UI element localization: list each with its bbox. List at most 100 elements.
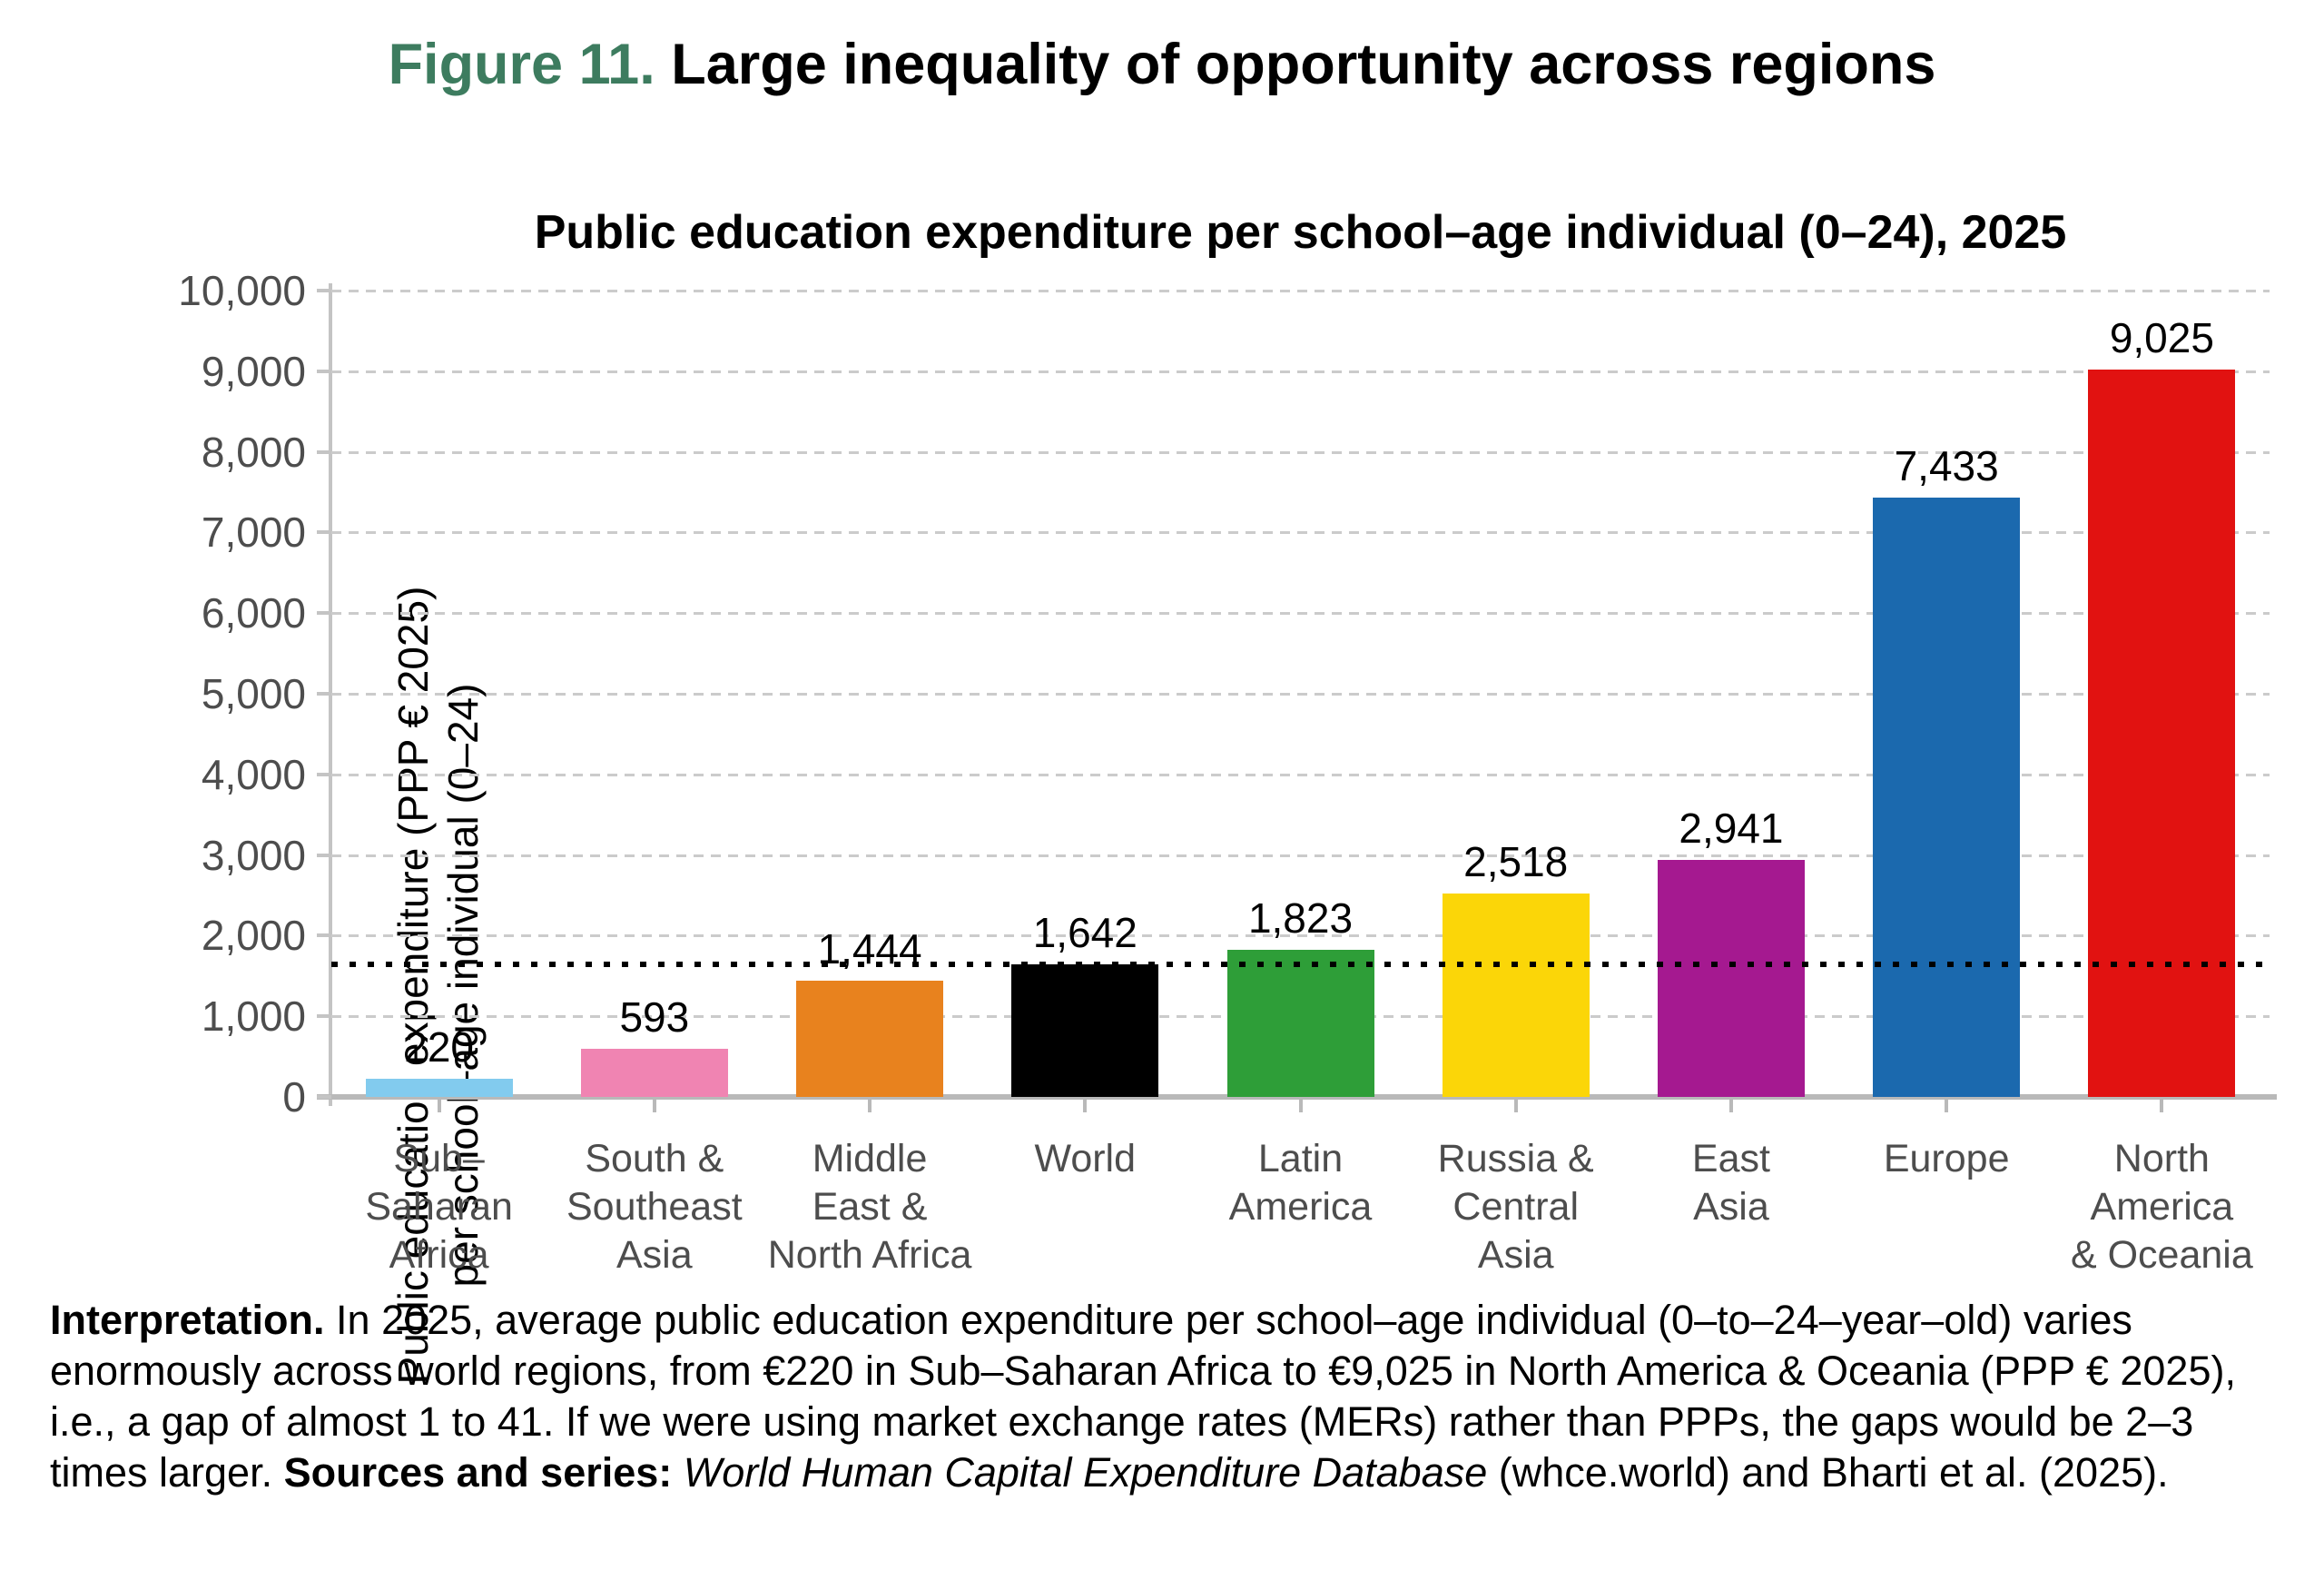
y-tick-label-2000: 2,000 bbox=[201, 912, 306, 960]
plot-area: Public education expenditure (PPP € 2025… bbox=[178, 267, 2277, 1384]
x-tick-label-line: Latin bbox=[1257, 1137, 1344, 1180]
bar-value-sub-saharan-africa: 220 bbox=[404, 1023, 474, 1071]
x-axis-tick-north-america-oceania bbox=[2160, 1100, 2164, 1112]
bar-north-america-oceania bbox=[2088, 369, 2236, 1097]
gridline-9000 bbox=[331, 370, 2270, 373]
y-tick-label-4000: 4,000 bbox=[201, 750, 306, 798]
gridline-3000 bbox=[331, 854, 2270, 857]
x-tick-label-line: Africa bbox=[389, 1233, 489, 1277]
x-axis-tick-latin-america bbox=[1298, 1100, 1303, 1112]
y-axis-tick-9000 bbox=[317, 369, 331, 373]
y-tick-label-8000: 8,000 bbox=[201, 428, 306, 476]
x-tick-label-line: Sub– bbox=[393, 1137, 485, 1180]
y-axis-tick-4000 bbox=[317, 772, 331, 776]
x-tick-label-line: Europe bbox=[1883, 1137, 2010, 1180]
bar-south-southeast-asia bbox=[580, 1049, 728, 1097]
bar-sub-saharan-africa bbox=[365, 1079, 513, 1097]
bar-world bbox=[1011, 964, 1159, 1097]
y-axis-tick-7000 bbox=[317, 530, 331, 535]
interpretation-note: Interpretation. In 2025, average public … bbox=[50, 1295, 2283, 1498]
x-axis-tick-russia-central-asia bbox=[1513, 1100, 1518, 1112]
x-tick-label-russia-central-asia: Russia & Central Asia bbox=[1438, 1135, 1594, 1279]
y-axis-tick-1000 bbox=[317, 1014, 331, 1019]
interpretation-tail: (whce.world) and Bharti et al. (2025). bbox=[1487, 1449, 2169, 1496]
x-tick-label-line: North Africa bbox=[767, 1233, 972, 1277]
bar-value-east-asia: 2,941 bbox=[1679, 804, 1784, 852]
bar-europe bbox=[1873, 497, 2021, 1097]
bar-value-world: 1,642 bbox=[1032, 909, 1137, 957]
x-tick-label-line: North bbox=[2113, 1137, 2210, 1180]
bar-latin-america bbox=[1226, 950, 1374, 1097]
figure-title: Large inequality of opportunity across r… bbox=[655, 33, 1936, 96]
x-tick-label-world: World bbox=[1035, 1135, 1137, 1183]
x-tick-label-line: East bbox=[1691, 1137, 1770, 1180]
x-tick-label-line: World bbox=[1034, 1137, 1137, 1180]
interpretation-body: In 2025, average public education expend… bbox=[50, 1297, 2236, 1496]
y-tick-label-6000: 6,000 bbox=[201, 589, 306, 637]
x-tick-label-line: Asia bbox=[616, 1233, 693, 1277]
x-tick-label-north-america-oceania: North America & Oceania bbox=[2071, 1135, 2253, 1279]
gridline-4000 bbox=[331, 773, 2270, 776]
world-average-reference-line bbox=[331, 962, 2270, 968]
x-axis-tick-south-southeast-asia bbox=[652, 1100, 656, 1112]
bar-value-russia-central-asia: 2,518 bbox=[1463, 838, 1569, 886]
x-axis-tick-east-asia bbox=[1728, 1100, 1733, 1112]
figure-heading: Figure 11. Large inequality of opportuni… bbox=[0, 33, 2324, 96]
bar-middle-east-north-africa bbox=[796, 980, 944, 1097]
x-axis-tick-world bbox=[1083, 1100, 1088, 1112]
x-tick-label-europe: Europe bbox=[1884, 1135, 2010, 1183]
gridline-10000 bbox=[331, 290, 2270, 292]
gridline-6000 bbox=[331, 612, 2270, 616]
bar-value-latin-america: 1,823 bbox=[1247, 894, 1354, 943]
source-database-name: World Human Capital Expenditure Database bbox=[672, 1449, 1488, 1496]
y-tick-label-5000: 5,000 bbox=[201, 670, 306, 717]
bar-value-europe: 7,433 bbox=[1894, 441, 1999, 489]
x-tick-label-line: Central bbox=[1452, 1185, 1580, 1229]
x-tick-label-line: America bbox=[1228, 1185, 1373, 1229]
x-tick-label-latin-america: Latin America bbox=[1229, 1135, 1373, 1231]
x-tick-label-line: Middle bbox=[812, 1137, 928, 1180]
y-axis-tick-0 bbox=[317, 1095, 331, 1099]
x-tick-label-line: Russia & bbox=[1437, 1137, 1594, 1180]
y-axis-tick-3000 bbox=[317, 853, 331, 857]
y-tick-label-0: 0 bbox=[282, 1073, 306, 1121]
y-axis-tick-10000 bbox=[317, 289, 331, 292]
x-tick-label-line: Southeast bbox=[566, 1185, 743, 1229]
x-axis-line bbox=[317, 1094, 2277, 1100]
y-tick-label-9000: 9,000 bbox=[201, 347, 306, 395]
gridline-8000 bbox=[331, 450, 2270, 454]
gridline-7000 bbox=[331, 531, 2270, 535]
x-tick-label-line: Asia bbox=[1693, 1185, 1769, 1229]
bar-russia-central-asia bbox=[1442, 894, 1590, 1097]
y-axis-title: Public education expenditure (PPP € 2025… bbox=[389, 554, 488, 1417]
x-tick-label-line: & Oceania bbox=[2070, 1233, 2253, 1277]
y-tick-label-7000: 7,000 bbox=[201, 509, 306, 557]
x-axis-tick-sub-saharan-africa bbox=[437, 1100, 441, 1112]
y-axis-tick-6000 bbox=[317, 611, 331, 616]
y-tick-label-3000: 3,000 bbox=[201, 831, 306, 879]
x-tick-label-sub-saharan-africa: Sub– Saharan Africa bbox=[365, 1135, 513, 1279]
x-tick-label-line: East & bbox=[812, 1185, 928, 1229]
gridline-2000 bbox=[331, 934, 2270, 938]
y-axis-tick-2000 bbox=[317, 933, 331, 938]
sources-label: Sources and series: bbox=[283, 1449, 673, 1496]
interpretation-lead: Interpretation. bbox=[50, 1297, 325, 1343]
x-axis-tick-europe bbox=[1945, 1100, 1949, 1112]
figure-number-label: Figure 11. bbox=[388, 33, 655, 96]
y-axis-tick-8000 bbox=[317, 449, 331, 454]
x-tick-label-line: Saharan bbox=[365, 1185, 513, 1229]
x-tick-label-south-southeast-asia: South & Southeast Asia bbox=[566, 1135, 743, 1279]
x-tick-label-east-asia: East Asia bbox=[1692, 1135, 1770, 1231]
y-tick-label-1000: 1,000 bbox=[201, 992, 306, 1041]
bar-east-asia bbox=[1657, 859, 1805, 1097]
y-axis-title-line1: Public education expenditure (PPP € 2025… bbox=[389, 586, 437, 1385]
bar-value-north-america-oceania: 9,025 bbox=[2109, 313, 2214, 361]
y-axis-title-line2: per school–age individual (0–24) bbox=[439, 683, 487, 1288]
x-axis-tick-middle-east-north-africa bbox=[868, 1100, 872, 1112]
gridline-5000 bbox=[331, 693, 2270, 696]
x-tick-label-middle-east-north-africa: Middle East & North Africa bbox=[768, 1135, 972, 1279]
x-tick-label-line: America bbox=[2090, 1185, 2234, 1229]
x-tick-label-line: Asia bbox=[1477, 1233, 1554, 1277]
y-tick-label-10000: 10,000 bbox=[178, 267, 306, 314]
x-tick-label-line: South & bbox=[585, 1137, 724, 1180]
